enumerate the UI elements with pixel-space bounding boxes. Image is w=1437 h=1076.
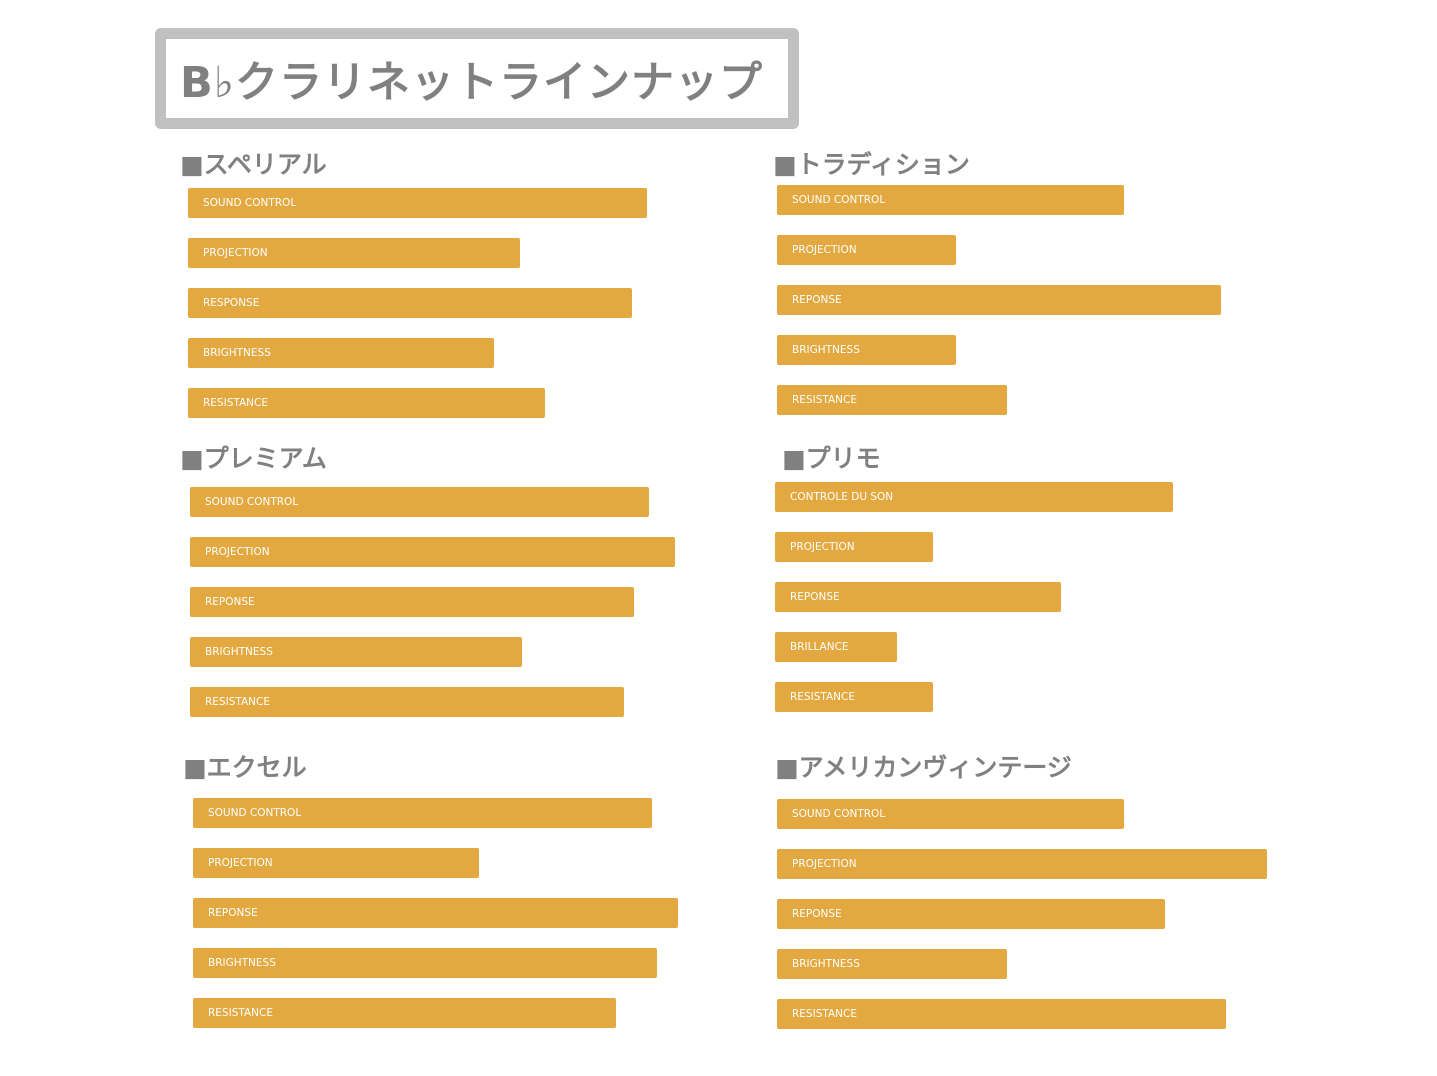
bar: SOUND CONTROL: [777, 799, 1124, 829]
bar: RESISTANCE: [775, 682, 934, 712]
section-title: ■エクセル: [183, 753, 307, 782]
bar: SOUND CONTROL: [777, 185, 1124, 215]
bar-label: REPONSE: [205, 596, 255, 608]
bar: PROJECTION: [777, 235, 956, 265]
bar-label: REPONSE: [792, 294, 842, 306]
bar-label: BRILLANCE: [790, 641, 849, 653]
bar-label: BRIGHTNESS: [203, 347, 271, 359]
bar-label: RESISTANCE: [792, 394, 857, 406]
bar: BRIGHTNESS: [188, 338, 494, 368]
bar-label: REPONSE: [208, 907, 258, 919]
bar-label: SOUND CONTROL: [203, 197, 297, 209]
bar-label: SOUND CONTROL: [205, 496, 299, 508]
bar-label: SOUND CONTROL: [208, 807, 302, 819]
bar: REPONSE: [777, 899, 1165, 929]
section-title: ■プリモ: [782, 444, 881, 473]
section-title: ■アメリカンヴィンテージ: [775, 753, 1072, 782]
bar: RESISTANCE: [190, 687, 624, 717]
bar-label: REPONSE: [790, 591, 840, 603]
bar: PROJECTION: [777, 849, 1267, 879]
bar: REPONSE: [193, 898, 678, 928]
bar-label: SOUND CONTROL: [792, 808, 886, 820]
bar-label: BRIGHTNESS: [792, 344, 860, 356]
section-title: ■トラディション: [773, 150, 970, 179]
bar-label: PROJECTION: [208, 857, 273, 869]
bar-label: RESISTANCE: [208, 1007, 273, 1019]
bar-label: BRIGHTNESS: [205, 646, 273, 658]
bar-label: RESPONSE: [203, 297, 260, 309]
bar: PROJECTION: [190, 537, 675, 567]
bar-label: BRIGHTNESS: [208, 957, 276, 969]
bar-label: RESISTANCE: [792, 1008, 857, 1020]
bar-label: CONTROLE DU SON: [790, 491, 894, 503]
section-title: ■スペリアル: [180, 150, 327, 179]
title-box: B♭クラリネットラインナップ: [155, 28, 799, 129]
bar: SOUND CONTROL: [190, 487, 649, 517]
bar: REPONSE: [775, 582, 1061, 612]
bar-label: REPONSE: [792, 908, 842, 920]
bar-label: PROJECTION: [790, 541, 855, 553]
page-title: B♭クラリネットラインナップ: [180, 57, 764, 108]
bar-label: BRIGHTNESS: [792, 958, 860, 970]
bar: PROJECTION: [775, 532, 934, 562]
bar: RESPONSE: [188, 288, 632, 318]
bar-label: PROJECTION: [792, 858, 857, 870]
bar: PROJECTION: [188, 238, 520, 268]
bar: CONTROLE DU SON: [775, 482, 1173, 512]
bar: PROJECTION: [193, 848, 479, 878]
bar: RESISTANCE: [777, 385, 1007, 415]
section-title: ■プレミアム: [180, 444, 327, 473]
bar-label: RESISTANCE: [790, 691, 855, 703]
bar: BRILLANCE: [775, 632, 898, 662]
bar-label: RESISTANCE: [203, 397, 268, 409]
bar: BRIGHTNESS: [777, 949, 1007, 979]
bar: REPONSE: [190, 587, 634, 617]
bar: SOUND CONTROL: [188, 188, 647, 218]
bar: RESISTANCE: [193, 998, 617, 1028]
bar: RESISTANCE: [188, 388, 545, 418]
bar-label: PROJECTION: [205, 546, 270, 558]
bar-label: PROJECTION: [203, 247, 268, 259]
bar: BRIGHTNESS: [777, 335, 956, 365]
bar: BRIGHTNESS: [193, 948, 658, 978]
bar-label: SOUND CONTROL: [792, 194, 886, 206]
bar-label: RESISTANCE: [205, 696, 270, 708]
bar: BRIGHTNESS: [190, 637, 522, 667]
bar: REPONSE: [777, 285, 1221, 315]
bar-label: PROJECTION: [792, 244, 857, 256]
bar: RESISTANCE: [777, 999, 1226, 1029]
bar: SOUND CONTROL: [193, 798, 652, 828]
